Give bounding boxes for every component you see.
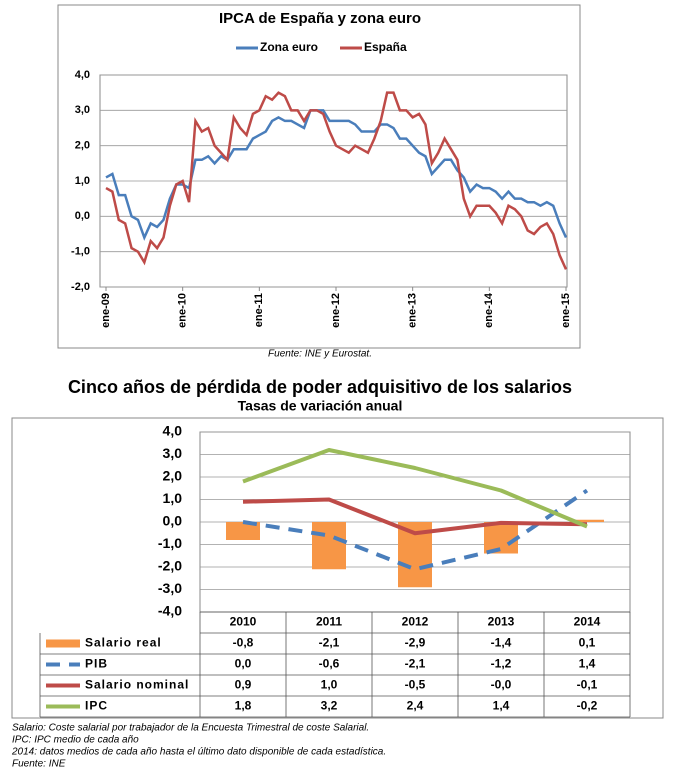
y-tick-label: -2,0 <box>158 558 182 574</box>
legend-label: PIB <box>85 657 108 671</box>
table-cell: 1,4 <box>579 657 596 671</box>
y-tick-label: -2,0 <box>71 281 90 293</box>
table-cell: -2,1 <box>319 636 340 650</box>
y-tick-label: 3,0 <box>75 104 90 116</box>
table-cell: 3,2 <box>321 699 338 713</box>
line-series <box>105 109 568 241</box>
table-cell: 0,9 <box>235 678 252 692</box>
x-tick-label: 2012 <box>402 615 429 629</box>
table-cell: 0,1 <box>579 636 596 650</box>
y-tick-label: -3,0 <box>158 580 182 596</box>
source-note: Fuente: INE y Eurostat. <box>268 349 372 360</box>
table-cell: -2,1 <box>405 657 426 671</box>
legend-label: Salario nominal <box>85 678 189 692</box>
x-tick-label: ene-09 <box>100 293 112 328</box>
bar <box>312 522 346 570</box>
legend-swatch <box>46 639 80 648</box>
chart-frame <box>11 417 664 719</box>
chart-title: Cinco años de pérdida de poder adquisiti… <box>68 377 572 397</box>
line-series <box>242 488 589 572</box>
bar <box>484 522 518 554</box>
x-tick-label: 2014 <box>574 615 601 629</box>
footnote: Salario: Coste salarial por trabajador d… <box>12 723 369 734</box>
line-series <box>242 497 588 536</box>
line-series <box>105 91 568 270</box>
table-cell: -0,2 <box>577 699 598 713</box>
y-tick-label: 2,0 <box>163 468 183 484</box>
table-cell: 1,4 <box>493 699 510 713</box>
y-tick-label: 0,0 <box>75 210 90 222</box>
table-cell: -0,8 <box>233 636 254 650</box>
table-cell: -1,4 <box>491 636 512 650</box>
footnote: Fuente: INE <box>12 759 66 770</box>
legend-label: España <box>364 40 407 54</box>
y-tick-label: -1,0 <box>158 535 182 551</box>
y-tick-label: -4,0 <box>158 603 182 619</box>
legend-label: IPC <box>85 699 108 713</box>
footnote: 2014: datos medios de cada año hasta el … <box>11 747 386 758</box>
y-tick-label: 1,0 <box>75 175 90 187</box>
table-cell: -1,2 <box>491 657 512 671</box>
y-tick-label: 0,0 <box>163 513 183 529</box>
table-cell: -0,1 <box>577 678 598 692</box>
x-tick-label: ene-15 <box>560 293 572 328</box>
x-tick-label: 2010 <box>230 615 257 629</box>
table-cell: 2,4 <box>407 699 424 713</box>
y-tick-label: 4,0 <box>163 423 183 439</box>
x-tick-label: 2013 <box>488 615 515 629</box>
y-tick-label: 4,0 <box>75 69 90 81</box>
table-cell: 0,0 <box>235 657 252 671</box>
y-tick-label: 2,0 <box>75 140 90 152</box>
table-cell: -0,5 <box>405 678 426 692</box>
x-tick-label: ene-10 <box>177 293 189 328</box>
legend-label: Salario real <box>85 636 162 650</box>
x-tick-label: ene-14 <box>483 292 495 328</box>
x-tick-label: 2011 <box>316 615 342 629</box>
x-tick-label: ene-12 <box>330 293 342 328</box>
footnote: IPC: IPC medio de cada año <box>12 735 139 746</box>
table-cell: -2,9 <box>405 636 426 650</box>
x-tick-label: ene-11 <box>253 293 265 327</box>
y-tick-label: 3,0 <box>163 445 183 461</box>
bar <box>570 519 604 522</box>
chart-title: IPCA de España y zona euro <box>219 10 421 27</box>
chart-frame <box>57 4 581 349</box>
y-tick-label: 1,0 <box>163 490 183 506</box>
table-cell: -0,0 <box>491 678 512 692</box>
table-cell: 1,0 <box>321 678 338 692</box>
y-tick-label: -1,0 <box>71 246 90 258</box>
bar <box>226 522 260 540</box>
legend-label: Zona euro <box>260 40 318 54</box>
line-series <box>242 448 588 529</box>
table-cell: -0,6 <box>319 657 340 671</box>
table-cell: 1,8 <box>235 699 252 713</box>
chart-subtitle: Tasas de variación anual <box>238 398 403 414</box>
x-tick-label: ene-13 <box>407 293 419 328</box>
